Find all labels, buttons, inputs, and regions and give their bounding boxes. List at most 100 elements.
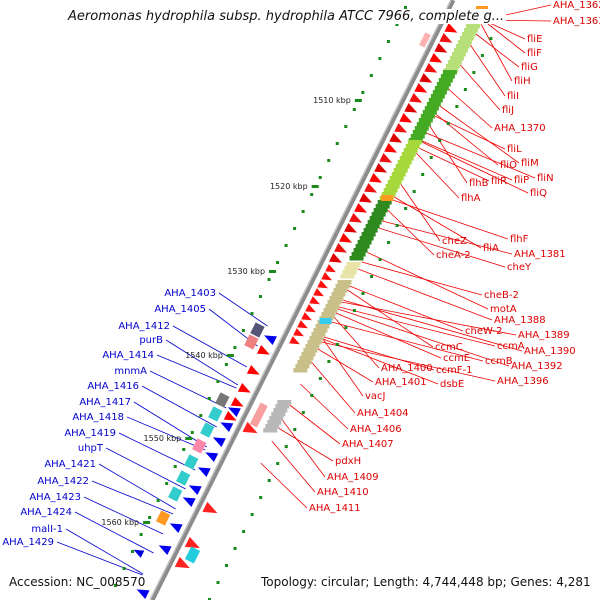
gene-label-plus[interactable]: ccmC — [435, 342, 463, 353]
outer-tick — [318, 377, 322, 380]
gene-label-minus[interactable]: AHA_1416 — [87, 381, 139, 392]
gene-label-plus[interactable]: AHA_1388 — [494, 315, 546, 326]
gene-label-plus[interactable]: AHA_1389 — [518, 330, 570, 341]
gene-label-minus[interactable]: purB — [139, 335, 163, 346]
leader-line — [422, 140, 513, 181]
gene-label-minus[interactable]: AHA_1403 — [164, 288, 216, 299]
gene-label-plus[interactable]: AHA_1411 — [309, 503, 361, 514]
gene-label-plus[interactable]: fliA — [483, 243, 499, 254]
gene-label-plus[interactable]: fliO — [500, 160, 517, 171]
gene-label-plus[interactable]: AHA_1381 — [514, 249, 566, 260]
gc-segment — [403, 148, 418, 153]
gene-label-plus[interactable]: flhF — [510, 234, 529, 245]
gene-label-minus[interactable]: malI-1 — [31, 524, 63, 535]
leader-line — [321, 341, 496, 382]
gene-label-minus[interactable]: AHA_1405 — [154, 304, 206, 315]
gene-label-plus[interactable]: ccmA — [497, 341, 525, 352]
gc-segment — [271, 412, 286, 417]
gene-label-plus[interactable]: fliL — [507, 144, 522, 155]
gene-label-plus[interactable]: fliG — [521, 62, 538, 73]
gene-label-plus[interactable]: AHA_1363 — [553, 16, 600, 27]
plus-strand-gene — [317, 280, 328, 289]
gene-label-plus[interactable]: vacJ — [365, 391, 386, 402]
scale-tick-minor — [369, 74, 373, 77]
gc-segment — [401, 152, 416, 157]
outer-tick — [472, 71, 476, 74]
outer-tick — [301, 411, 305, 414]
gene-label-plus[interactable]: fliH — [514, 76, 531, 87]
gene-label-minus[interactable]: AHA_1422 — [37, 476, 89, 487]
gene-label-plus[interactable]: AHA_1400 — [381, 363, 433, 374]
gene-label-plus[interactable]: fliF — [527, 48, 542, 59]
outer-tick — [438, 139, 442, 142]
gene-label-plus[interactable]: fliJ — [502, 105, 514, 116]
gene-label-plus[interactable]: flhB — [469, 178, 489, 189]
gene-label-plus[interactable]: fliR — [491, 176, 507, 187]
gene-label-plus[interactable]: ccmE — [443, 353, 470, 364]
gene-label-plus[interactable]: AHA_1406 — [350, 424, 402, 435]
gene-label-minus[interactable]: mnmA — [114, 366, 147, 377]
leader-line — [338, 306, 496, 347]
gene-label-plus[interactable]: cheY — [507, 262, 532, 273]
gc-segment — [307, 340, 322, 345]
gene-label-plus[interactable]: pdxH — [335, 456, 361, 467]
leader-line — [323, 336, 435, 371]
gene-label-plus[interactable]: fliE — [527, 34, 542, 45]
leader-line — [105, 447, 186, 490]
gene-label-plus[interactable]: cheA-2 — [436, 250, 471, 261]
gene-label-minus[interactable]: AHA_1412 — [118, 321, 170, 332]
gene-label-plus[interactable]: AHA_1409 — [327, 472, 379, 483]
gene-label-minus[interactable]: AHA_1423 — [29, 492, 81, 503]
gene-label-plus[interactable]: cheW-2 — [465, 326, 502, 337]
gene-label-plus[interactable]: AHA_1362 — [553, 0, 600, 11]
gene-label-minus[interactable]: AHA_1414 — [102, 350, 154, 361]
gene-label-minus[interactable]: AHA_1419 — [64, 428, 116, 439]
gene-label-plus[interactable]: AHA_1392 — [511, 361, 563, 372]
gene-label-plus[interactable]: AHA_1401 — [375, 377, 427, 388]
outer-tick — [429, 156, 433, 159]
outer-tick — [327, 360, 331, 363]
gene-label-plus[interactable]: flhA — [461, 193, 481, 204]
gene-label-plus[interactable]: AHA_1404 — [357, 408, 409, 419]
gc-content-track — [263, 6, 488, 433]
leader-line — [91, 480, 174, 515]
scale-ticks: 1510 kbp 1520 kbp 1530 kbp 1540 kbp 1550 kbp… — [101, 6, 501, 600]
gene-label-plus[interactable]: fliN — [537, 173, 554, 184]
gene-label-plus[interactable]: motA — [490, 304, 517, 315]
leader-line — [172, 325, 248, 368]
scale-label: 1560 kbp — [101, 518, 139, 527]
leader-line — [289, 404, 341, 445]
leader-line — [475, 33, 520, 68]
gc-segment — [337, 280, 352, 285]
gene-label-plus[interactable]: AHA_1390 — [524, 346, 576, 357]
gene-label-plus[interactable]: fliI — [507, 91, 519, 102]
gene-label-minus[interactable]: uhpT — [78, 443, 104, 454]
gene-label-minus[interactable]: AHA_1429 — [2, 537, 54, 548]
gene-label-plus[interactable]: ccmF-1 — [436, 365, 472, 376]
gene-label-plus[interactable]: dsbE — [440, 379, 464, 390]
gene-label-plus[interactable]: AHA_1407 — [342, 439, 394, 450]
gene-label-plus[interactable]: AHA_1396 — [497, 376, 549, 387]
gene-label-plus[interactable]: fliM — [521, 158, 539, 169]
minus-strand-gene — [182, 497, 196, 507]
gene-label-minus[interactable]: AHA_1421 — [44, 459, 96, 470]
gc-segment — [393, 168, 408, 173]
gene-label-plus[interactable]: AHA_1370 — [494, 123, 546, 134]
leader-line — [133, 401, 207, 448]
gene-label-plus[interactable]: cheZ — [442, 236, 467, 247]
gc-segment — [387, 180, 402, 185]
gene-label-plus[interactable]: fliQ — [530, 188, 547, 199]
scale-tick-minor — [207, 397, 211, 400]
gene-label-minus[interactable]: AHA_1417 — [79, 397, 131, 408]
gene-label-minus[interactable]: AHA_1424 — [20, 507, 72, 518]
gene-label-plus[interactable]: fliP — [514, 175, 529, 186]
scale-tick-minor — [182, 448, 186, 451]
plus-strand-gene — [379, 153, 393, 163]
gene-label-plus[interactable]: cheB-2 — [484, 290, 519, 301]
gene-label-minus[interactable]: AHA_1418 — [72, 412, 124, 423]
gene-label-plus[interactable]: ccmB — [485, 356, 513, 367]
plus-strand-gene — [339, 233, 352, 243]
gene-label-plus[interactable]: AHA_1410 — [317, 487, 369, 498]
gc-segment — [424, 106, 439, 111]
